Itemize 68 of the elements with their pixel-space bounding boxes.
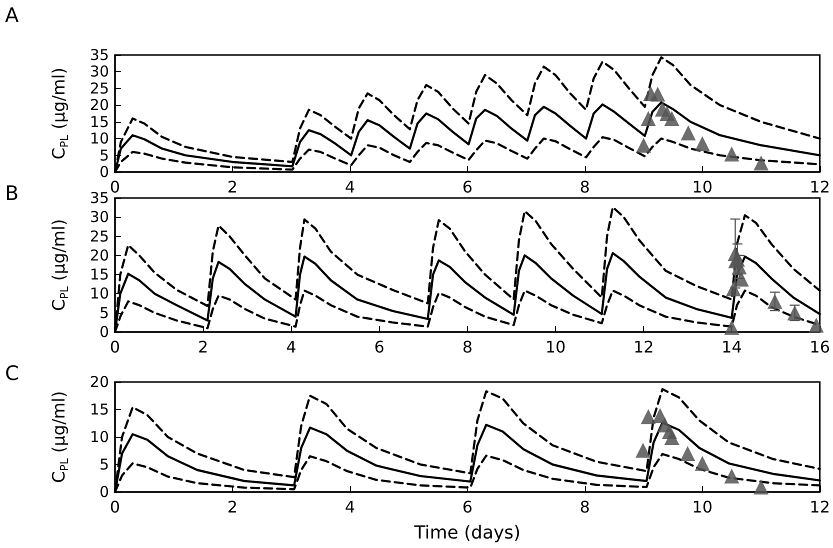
point bbox=[650, 86, 666, 102]
x-tick-label: 8 bbox=[580, 498, 590, 516]
y-tick-label: 5 bbox=[99, 304, 109, 322]
x-tick-label: 8 bbox=[462, 338, 473, 356]
point bbox=[754, 155, 769, 170]
x-tick-label: 4 bbox=[344, 498, 356, 516]
x-tick-label: 14 bbox=[722, 338, 742, 356]
x-tick-label: 6 bbox=[462, 498, 473, 516]
point bbox=[732, 259, 747, 274]
point bbox=[636, 138, 652, 153]
y-tick-label: 0 bbox=[99, 163, 109, 181]
point bbox=[724, 146, 740, 162]
y-tick-label: 35 bbox=[90, 189, 109, 207]
point bbox=[664, 430, 680, 446]
x-tick-label: 12 bbox=[810, 498, 830, 516]
point bbox=[808, 318, 824, 333]
y-tick-label: 15 bbox=[90, 112, 109, 131]
x-tick-label: 4 bbox=[286, 338, 296, 356]
x-tick-label: 12 bbox=[810, 178, 830, 196]
chart-title: A bbox=[5, 3, 19, 27]
y-tick-label: 10 bbox=[90, 130, 109, 148]
y-axis-title: CPL (μg/ml) bbox=[50, 68, 71, 160]
y-tick-label: 20 bbox=[90, 373, 109, 391]
x-tick-label: 16 bbox=[810, 338, 830, 356]
y-axis-title: CPL (μg/ml) bbox=[50, 391, 71, 483]
x-axis-title: Time (days) bbox=[413, 522, 521, 544]
point bbox=[694, 136, 710, 152]
x-tick-label: 10 bbox=[692, 178, 713, 196]
point bbox=[664, 111, 680, 126]
y-tick-label: 5 bbox=[99, 146, 109, 164]
y-tick-label: 5 bbox=[99, 456, 109, 474]
y-tick-label: 20 bbox=[90, 96, 109, 114]
chart-title: C bbox=[5, 361, 19, 385]
y-axis-title: CPL (μg/ml) bbox=[50, 219, 71, 311]
y-tick-label: 25 bbox=[90, 227, 109, 246]
x-tick-label: 2 bbox=[227, 178, 238, 196]
y-tick-label: 15 bbox=[90, 266, 109, 284]
y-tick-label: 10 bbox=[90, 284, 109, 303]
x-tick-label: 10 bbox=[692, 498, 713, 516]
x-tick-label: 2 bbox=[227, 498, 238, 516]
y-tick-label: 25 bbox=[90, 79, 109, 98]
y-tick-label: 30 bbox=[90, 208, 109, 226]
point bbox=[726, 281, 741, 296]
point bbox=[680, 446, 696, 461]
point bbox=[754, 480, 769, 495]
chart-title: B bbox=[5, 181, 19, 205]
x-tick-label: 10 bbox=[545, 338, 566, 356]
point bbox=[694, 456, 710, 471]
y-tick-label: 30 bbox=[90, 62, 109, 81]
x-tick-label: 6 bbox=[462, 178, 473, 196]
y-tick-label: 0 bbox=[99, 483, 109, 501]
y-tick-label: 15 bbox=[90, 400, 109, 418]
y-tick-label: 35 bbox=[90, 46, 109, 64]
point bbox=[724, 320, 740, 335]
x-tick-label: 6 bbox=[374, 338, 384, 356]
point bbox=[734, 272, 749, 287]
point bbox=[640, 111, 656, 126]
point bbox=[636, 442, 651, 458]
point bbox=[724, 468, 740, 484]
x-tick-label: 12 bbox=[633, 338, 654, 356]
y-tick-label: 0 bbox=[99, 323, 109, 341]
x-tick-label: 2 bbox=[198, 338, 208, 356]
x-tick-label: 8 bbox=[580, 178, 590, 196]
y-tick-label: 20 bbox=[90, 246, 109, 264]
y-tick-label: 10 bbox=[90, 428, 109, 446]
point bbox=[640, 409, 656, 424]
x-tick-label: 4 bbox=[344, 178, 356, 196]
point bbox=[680, 125, 696, 140]
